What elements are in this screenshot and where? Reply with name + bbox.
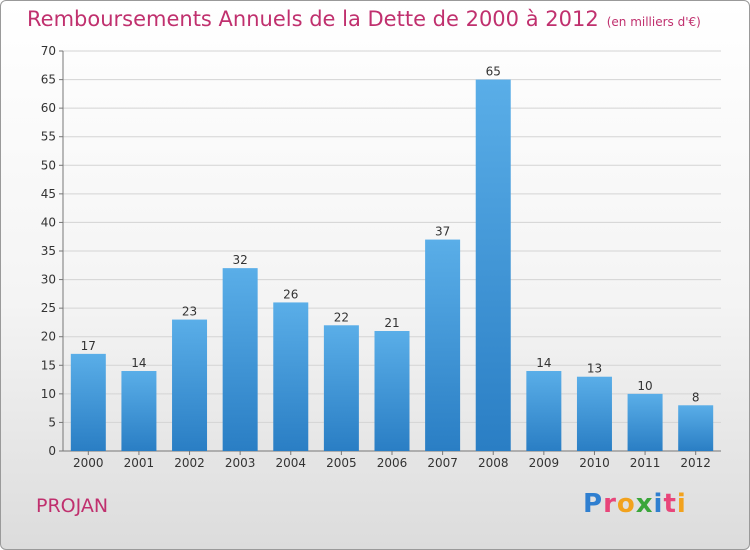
bar <box>121 371 157 451</box>
labels: 0 5 10 15 20 25 30 35 40 45 50 55 60 65 70 17 2000 14 2001… <box>41 44 711 470</box>
x-tick-label: 2009 <box>529 456 560 470</box>
bar-value-label: 65 <box>486 65 501 79</box>
x-tick-label: 2003 <box>225 456 256 470</box>
y-tick-label: 40 <box>41 215 56 229</box>
bar <box>273 302 309 451</box>
bar <box>526 371 562 451</box>
bar-value-label: 13 <box>587 362 602 376</box>
x-tick-label: 2010 <box>579 456 610 470</box>
bar <box>374 331 410 451</box>
y-tick-label: 25 <box>41 301 56 315</box>
bar-value-label: 14 <box>131 356 146 370</box>
bar <box>70 353 106 451</box>
x-tick-label: 2012 <box>680 456 711 470</box>
x-tick-label: 2008 <box>478 456 509 470</box>
bar-value-label: 32 <box>233 253 248 267</box>
brand-logo: Proxiti <box>583 489 687 519</box>
x-tick-label: 2002 <box>174 456 205 470</box>
x-tick-label: 2007 <box>427 456 458 470</box>
y-tick-label: 65 <box>41 73 56 87</box>
bar <box>627 393 663 451</box>
bar <box>172 319 208 451</box>
y-tick-label: 35 <box>41 244 56 258</box>
brand-logo-letter: x <box>635 489 654 519</box>
y-tick-label: 55 <box>41 130 56 144</box>
y-tick-label: 45 <box>41 187 56 201</box>
y-tick-label: 20 <box>41 330 56 344</box>
bar <box>425 239 461 451</box>
bar <box>323 325 359 451</box>
bar <box>576 376 612 451</box>
bar-value-label: 17 <box>81 339 96 353</box>
y-tick-label: 70 <box>41 44 56 58</box>
bar <box>222 268 258 451</box>
y-tick-label: 0 <box>48 444 56 458</box>
bar <box>678 405 714 451</box>
bar-value-label: 10 <box>637 379 652 393</box>
x-tick-label: 2005 <box>326 456 357 470</box>
y-tick-label: 50 <box>41 158 56 172</box>
bar-value-label: 37 <box>435 225 450 239</box>
x-tick-label: 2006 <box>377 456 408 470</box>
y-tick-label: 60 <box>41 101 56 115</box>
y-tick-label: 5 <box>48 415 56 429</box>
y-tick-label: 15 <box>41 358 56 372</box>
brand-logo-letter: i <box>653 489 664 519</box>
bar-value-label: 21 <box>384 316 399 330</box>
bar-value-label: 23 <box>182 305 197 319</box>
bar-value-label: 22 <box>334 310 349 324</box>
brand-logo-letter: P <box>583 489 604 519</box>
x-tick-label: 2011 <box>630 456 661 470</box>
brand-logo-letter: t <box>663 489 677 519</box>
brand-logo-letter: i <box>676 489 687 519</box>
chart-title: Remboursements Annuels de la Dette de 20… <box>27 7 701 31</box>
brand-logo-letter: r <box>603 489 617 519</box>
y-tick-label: 10 <box>41 387 56 401</box>
x-tick-label: 2001 <box>124 456 155 470</box>
bar-value-label: 14 <box>536 356 551 370</box>
bar-value-label: 8 <box>692 390 700 404</box>
x-tick-label: 2000 <box>73 456 104 470</box>
y-tick-label: 30 <box>41 273 56 287</box>
brand-logo-letter: o <box>616 489 636 519</box>
bars <box>70 79 714 452</box>
x-tick-label: 2004 <box>275 456 306 470</box>
chart-title-text: Remboursements Annuels de la Dette de 20… <box>27 7 599 31</box>
commune-name: PROJAN <box>36 495 109 517</box>
chart-subtitle: (en milliers d'€) <box>606 15 701 29</box>
bar <box>475 79 511 452</box>
bar-value-label: 26 <box>283 287 298 301</box>
